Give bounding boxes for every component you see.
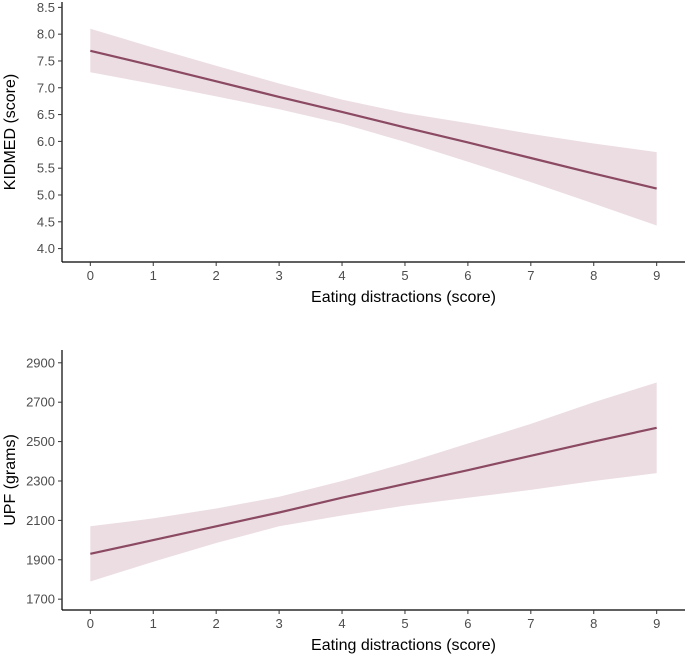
x-tick-label: 0 (87, 268, 94, 283)
y-tick-label: 2100 (26, 513, 55, 528)
x-tick-label: 4 (338, 616, 345, 631)
x-tick-label: 2 (213, 268, 220, 283)
x-tick-label: 6 (464, 268, 471, 283)
kidmed-panel: 0 1 2 3 4 5 6 7 8 9 4.0 4.5 5.0 5.5 6.0 6.5 7.0 7.5 8.0 8.5… (2, 0, 685, 306)
y-tick-label: 2300 (26, 473, 55, 488)
y-tick-label: 5.5 (37, 161, 55, 176)
upf-y-axis-title: UPF (grams) (2, 434, 19, 526)
x-tick-label: 8 (590, 616, 597, 631)
x-tick-label: 5 (401, 616, 408, 631)
kidmed-fit-line (90, 49, 657, 190)
upf-confidence-band (90, 382, 657, 582)
x-tick-label: 7 (527, 268, 534, 283)
x-tick-label: 5 (401, 268, 408, 283)
y-tick-label: 4.5 (37, 214, 55, 229)
x-tick-label: 0 (87, 616, 94, 631)
x-tick-label: 1 (150, 268, 157, 283)
y-tick-label: 4.0 (37, 241, 55, 256)
x-tick-label: 7 (527, 616, 534, 631)
x-tick-label: 2 (213, 616, 220, 631)
y-tick-label: 1700 (26, 592, 55, 607)
y-tick-label: 2900 (26, 355, 55, 370)
y-tick-label: 8.5 (37, 0, 55, 15)
y-tick-label: 8.0 (37, 27, 55, 42)
kidmed-x-axis-title: Eating distractions (score) (311, 289, 496, 306)
x-tick-label: 8 (590, 268, 597, 283)
upf-x-axis-title: Eating distractions (score) (311, 637, 496, 654)
upf-fit-line (90, 426, 657, 555)
x-tick-label: 4 (338, 268, 345, 283)
y-tick-label: 1900 (26, 552, 55, 567)
x-tick-label: 1 (150, 616, 157, 631)
x-tick-label: 3 (275, 616, 282, 631)
x-tick-label: 6 (464, 616, 471, 631)
kidmed-confidence-band (90, 28, 657, 226)
y-tick-label: 2700 (26, 395, 55, 410)
x-tick-label: 9 (653, 268, 660, 283)
y-tick-label: 7.5 (37, 53, 55, 68)
upf-panel: 0 1 2 3 4 5 6 7 8 9 1700 1900 2100 2300 2500 2700 2900 Ea… (2, 350, 685, 654)
kidmed-y-axis-title: KIDMED (score) (2, 74, 19, 190)
y-tick-label: 5.0 (37, 187, 55, 202)
y-tick-label: 2500 (26, 434, 55, 449)
x-tick-label: 9 (653, 616, 660, 631)
y-tick-label: 6.5 (37, 107, 55, 122)
y-tick-label: 7.0 (37, 80, 55, 95)
y-tick-label: 6.0 (37, 134, 55, 149)
x-tick-label: 3 (275, 268, 282, 283)
